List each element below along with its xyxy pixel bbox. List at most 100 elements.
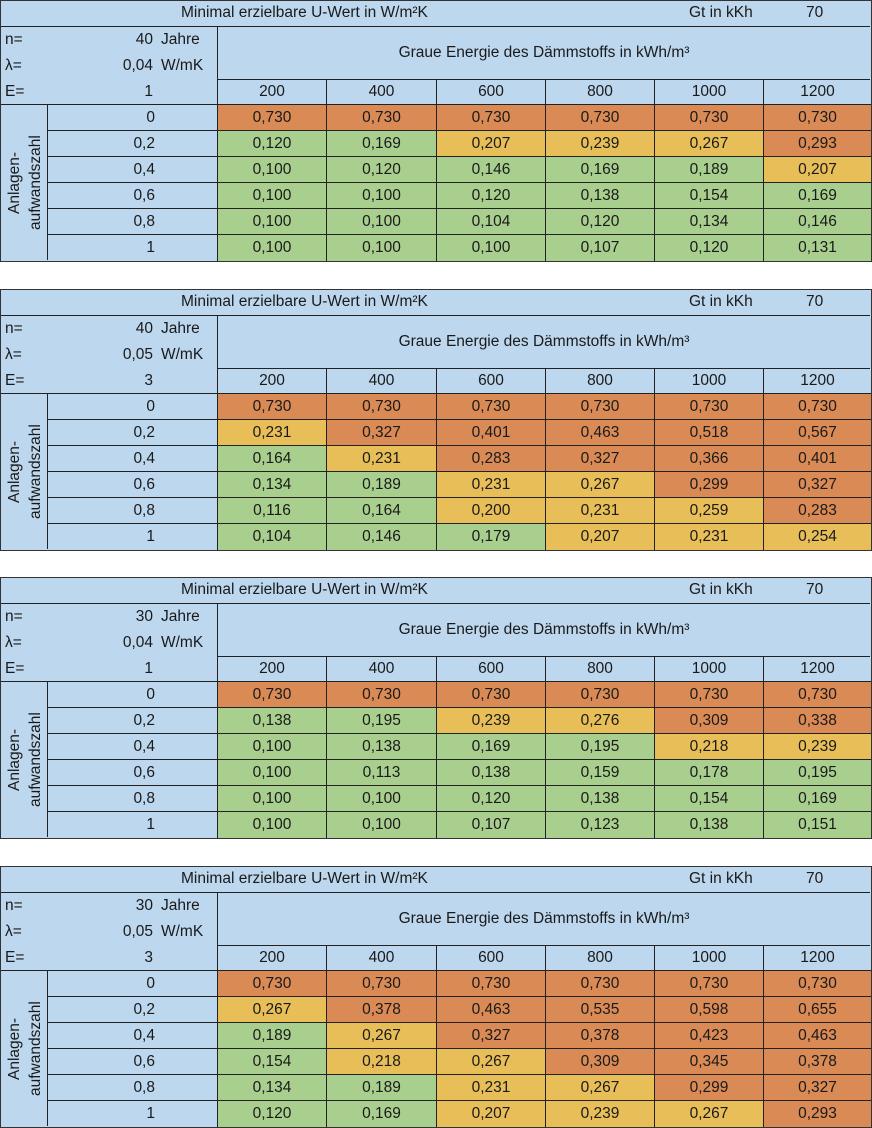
- table-cell: 0,730: [437, 971, 546, 997]
- table-cell: 0,231: [546, 498, 655, 524]
- table-cell: 0,267: [437, 1049, 546, 1075]
- table-cell: 0,267: [218, 997, 327, 1023]
- table-cell: 0,154: [655, 183, 764, 209]
- param-unit: W/mK: [161, 346, 204, 363]
- table-cell: 0,730: [655, 682, 764, 708]
- table-cell: 0,179: [437, 524, 546, 550]
- table-title-row: Minimal erzielbare U-Wert in W/m²K Gt in …: [1, 578, 870, 604]
- table-cell: 0,259: [655, 498, 764, 524]
- table-cell: 0,120: [437, 183, 546, 209]
- param-label: E=: [5, 372, 25, 389]
- table-cell: 0,730: [546, 682, 655, 708]
- table-cell: 0,463: [437, 997, 546, 1023]
- param-unit: W/mK: [161, 57, 204, 74]
- table-cell: 0,293: [764, 131, 871, 157]
- column-header: 200: [218, 946, 327, 971]
- row-group-line: aufwandszahl: [27, 712, 44, 807]
- table-cell: 0,463: [546, 420, 655, 446]
- param-value: 40: [135, 320, 153, 337]
- gt-value: 70: [806, 293, 824, 310]
- table-cell: 0,189: [327, 1075, 437, 1101]
- table-cell: 0,100: [218, 734, 327, 760]
- table-cell: 0,178: [655, 760, 764, 786]
- table-cell: 0,218: [327, 1049, 437, 1075]
- table-cell: 0,267: [546, 472, 655, 498]
- table-cell: 0,100: [218, 760, 327, 786]
- param-label: λ=: [5, 634, 22, 651]
- table-cell: 0,338: [764, 708, 871, 734]
- row-label: 0,8: [48, 786, 218, 812]
- row-label: 0: [48, 105, 218, 131]
- u-value-table: Minimal erzielbare U-Wert in W/m²K Gt in …: [0, 289, 872, 551]
- table-cell: 0,113: [327, 760, 437, 786]
- table-cell: 0,231: [437, 1075, 546, 1101]
- table-cell: 0,120: [655, 235, 764, 261]
- table-cell: 0,231: [327, 446, 437, 472]
- gt-value: 70: [806, 581, 824, 598]
- table-cell: 0,189: [655, 157, 764, 183]
- table-cell: 0,218: [655, 734, 764, 760]
- table-cell: 0,100: [218, 157, 327, 183]
- table-cell: 0,276: [546, 708, 655, 734]
- table-title-row: Minimal erzielbare U-Wert in W/m²K Gt in …: [1, 867, 870, 893]
- table-cell: 0,366: [655, 446, 764, 472]
- row-label: 0,4: [48, 446, 218, 472]
- row-group-line: Anlagen-: [6, 1017, 23, 1080]
- row-label: 0,6: [48, 183, 218, 209]
- table-cell: 0,195: [327, 708, 437, 734]
- row-group-line: aufwandszahl: [27, 135, 44, 230]
- table-cell: 0,239: [546, 131, 655, 157]
- table-cell: 0,730: [218, 105, 327, 131]
- table-cell: 0,169: [764, 786, 871, 812]
- param-value: 1: [144, 660, 153, 677]
- table-cell: 0,730: [764, 105, 871, 131]
- table-cell: 0,146: [437, 157, 546, 183]
- row-label: 1: [48, 235, 218, 261]
- table-cell: 0,100: [327, 786, 437, 812]
- column-header: 400: [327, 80, 437, 105]
- parameter-block: [1, 316, 218, 394]
- param-label: λ=: [5, 346, 22, 363]
- table-cell: 0,730: [327, 682, 437, 708]
- column-header: 400: [327, 946, 437, 971]
- param-label: n=: [5, 608, 23, 625]
- param-label: n=: [5, 320, 23, 337]
- gt-label: Gt in kKh: [689, 870, 753, 887]
- row-group-label: Anlagen-aufwandszahl: [1, 394, 48, 549]
- table-cell: 0,423: [655, 1023, 764, 1049]
- table-cell: 0,231: [218, 420, 327, 446]
- table-cell: 0,120: [327, 157, 437, 183]
- column-header: 600: [437, 369, 546, 394]
- table-cell: 0,567: [764, 420, 871, 446]
- table-cell: 0,134: [218, 1075, 327, 1101]
- param-value: 1: [144, 83, 153, 100]
- param-value: 40: [135, 31, 153, 48]
- table-cell: 0,730: [437, 105, 546, 131]
- table-cell: 0,189: [327, 472, 437, 498]
- table-cell: 0,120: [546, 209, 655, 235]
- table-cell: 0,730: [655, 971, 764, 997]
- table-title: Minimal erzielbare U-Wert in W/m²K: [181, 293, 428, 310]
- table-title: Minimal erzielbare U-Wert in W/m²K: [181, 4, 428, 21]
- table-cell: 0,730: [655, 105, 764, 131]
- table-cell: 0,239: [764, 734, 871, 760]
- table-cell: 0,104: [218, 524, 327, 550]
- param-label: E=: [5, 83, 25, 100]
- column-header: 1200: [764, 657, 871, 682]
- table-cell: 0,293: [764, 1101, 871, 1127]
- row-label: 1: [48, 812, 218, 838]
- table-cell: 0,146: [764, 209, 871, 235]
- param-label: n=: [5, 31, 23, 48]
- table-cell: 0,134: [655, 209, 764, 235]
- column-header: 800: [546, 946, 655, 971]
- table-cell: 0,231: [655, 524, 764, 550]
- table-cell: 0,138: [546, 183, 655, 209]
- row-label: 0,4: [48, 734, 218, 760]
- param-label: E=: [5, 660, 25, 677]
- table-cell: 0,120: [218, 1101, 327, 1127]
- table-cell: 0,195: [764, 760, 871, 786]
- param-label: λ=: [5, 923, 22, 940]
- column-header: 200: [218, 657, 327, 682]
- table-cell: 0,207: [437, 131, 546, 157]
- row-label: 1: [48, 1101, 218, 1127]
